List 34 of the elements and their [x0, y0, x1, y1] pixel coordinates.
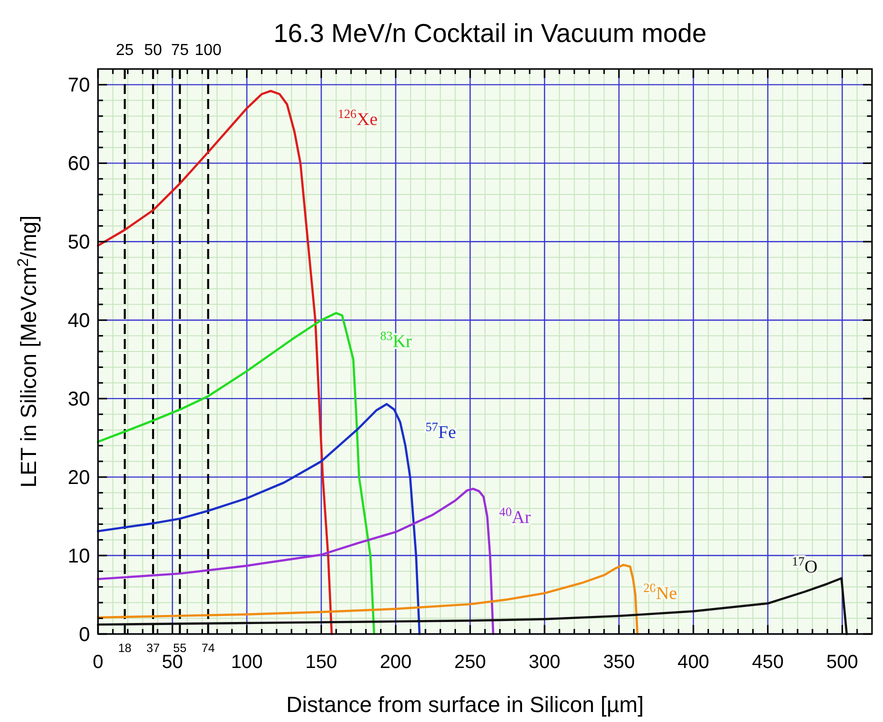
ref-line-label: 18: [118, 641, 132, 655]
text: 100: [194, 42, 222, 59]
y-tick-label: 10: [68, 546, 90, 568]
y-tick-label: 30: [68, 388, 90, 411]
series-label: $^{40}$Ar: [499, 504, 531, 527]
x-tick-label: 350: [603, 652, 635, 673]
x-tick-label: 100: [230, 652, 263, 673]
x-tick-label: 150: [305, 652, 338, 673]
x-tick-label: 300: [528, 652, 560, 673]
x-tick-label: 200: [380, 652, 412, 673]
text: 75: [170, 42, 189, 59]
text: $^{126}$Xe: [338, 106, 378, 129]
y-tick-label: 40: [68, 310, 90, 332]
ref-line-label: 74: [201, 641, 216, 655]
chart-title: 16.3 MeV/n Cocktail in Vacuum mode: [273, 18, 707, 48]
text: 25: [116, 42, 134, 59]
x-tick-label: 400: [678, 652, 710, 673]
ref-line-label: 55: [173, 641, 187, 655]
y-tick-label: 50: [68, 232, 90, 254]
y-tick-label: 60: [68, 153, 90, 176]
series-label: $^{20}$Ne: [643, 580, 678, 603]
x-tick-label: 250: [454, 652, 486, 673]
x-tick-label: 500: [826, 652, 858, 673]
text: 50: [144, 42, 162, 59]
x-axis-title: Distance from surface in Silicon [µm]: [286, 692, 644, 717]
y-tick-label: 0: [78, 624, 90, 646]
y-tick-label: 20: [68, 467, 90, 490]
series-label: $^{17}$O: [792, 554, 818, 576]
series-label: $^{57}$Fe: [426, 420, 456, 442]
x-tick-label: 450: [752, 652, 784, 673]
x-tick-label: 0: [92, 652, 104, 673]
y-tick-label: 70: [68, 74, 90, 97]
ref-line-label: 37: [146, 641, 160, 655]
x-tick-label: 50: [162, 652, 183, 673]
